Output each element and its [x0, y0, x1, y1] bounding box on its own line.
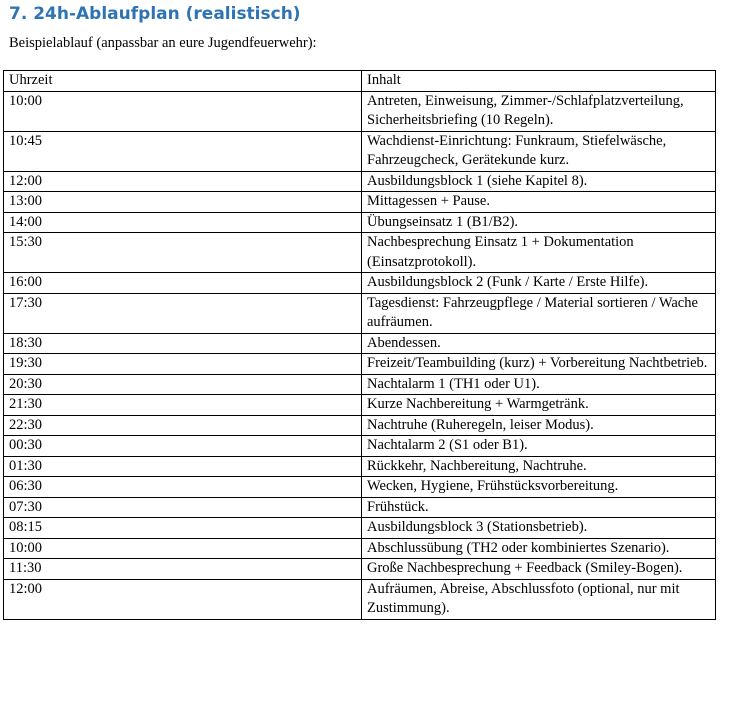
content-cell: Wecken, Hygiene, Frühstücksvorbereitung.	[361, 476, 716, 498]
time-cell: 06:30	[3, 476, 362, 498]
column-header: Inhalt	[361, 70, 716, 92]
content-cell: Antreten, Einweisung, Zimmer-/Schlafplat…	[361, 90, 716, 132]
table-row: 08:15 Ausbildungsblock 3 (Stationsbetrieb…	[3, 517, 716, 539]
content-cell: Nachtruhe (Ruheregeln, leiser Modus).	[361, 414, 716, 436]
table-row: 13:00 Mittagessen + Pause.	[3, 191, 716, 213]
table-row: 07:30 Frühstück.	[3, 496, 716, 518]
content-cell: Abschlussübung (TH2 oder kombiniertes Sz…	[361, 537, 716, 559]
content-cell: Tagesdienst: Fahrzeugpflege / Material s…	[361, 292, 716, 334]
content-cell: Nachbesprechung Einsatz 1 + Dokumentatio…	[361, 232, 716, 273]
table-row: 11:30 Große Nachbesprechung + Feedback (S…	[3, 558, 716, 580]
table-row: 06:30 Wecken, Hygiene, Frühstücksvorberei…	[3, 476, 716, 498]
content-cell: Ausbildungsblock 2 (Funk / Karte / Erste…	[361, 272, 716, 294]
content-cell: Mittagessen + Pause.	[361, 191, 716, 213]
content-cell: Nachtalarm 1 (TH1 oder U1).	[361, 373, 716, 395]
time-cell: 07:30	[3, 496, 362, 518]
table-row: 10:00 Abschlussübung (TH2 oder kombiniert…	[3, 537, 716, 559]
content-cell: Frühstück.	[361, 496, 716, 518]
schedule-table: Uhrzeit Inhalt 10:00 Antreten, Einweisung…	[3, 70, 716, 620]
table-row: 21:30 Kurze Nachbereitung + Warmgetränk.	[3, 394, 716, 416]
time-cell: 16:00	[3, 272, 362, 294]
time-cell: 14:00	[3, 211, 362, 233]
table-row: 12:00 Ausbildungsblock 1 (siehe Kapitel 8…	[3, 170, 716, 192]
content-cell: Große Nachbesprechung + Feedback (Smiley…	[361, 558, 716, 580]
column-header: Uhrzeit	[3, 70, 362, 92]
table-body: 10:00 Antreten, Einweisung, Zimmer-/Schla…	[3, 90, 716, 620]
table-row: 17:30 Tagesdienst: Fahrzeugpflege / Mater…	[3, 292, 716, 334]
table-row: 16:00 Ausbildungsblock 2 (Funk / Karte / …	[3, 272, 716, 294]
time-cell: 18:30	[3, 332, 362, 354]
intro-text: Beispielablauf (anpassbar an eure Jugend…	[9, 35, 317, 51]
time-cell: 12:00	[3, 170, 362, 192]
content-cell: Nachtalarm 2 (S1 oder B1).	[361, 435, 716, 457]
time-cell: 13:00	[3, 191, 362, 213]
time-cell: 21:30	[3, 394, 362, 416]
time-cell: 11:30	[3, 558, 362, 580]
content-cell: Wachdienst-Einrichtung: Funkraum, Stiefe…	[361, 130, 716, 172]
table-row: 00:30 Nachtalarm 2 (S1 oder B1).	[3, 435, 716, 457]
table-row: 15:30 Nachbesprechung Einsatz 1 + Dokumen…	[3, 232, 716, 273]
time-cell: 19:30	[3, 353, 362, 375]
table-row: 22:30 Nachtruhe (Ruheregeln, leiser Modus…	[3, 414, 716, 436]
time-cell: 22:30	[3, 414, 362, 436]
time-cell: 17:30	[3, 292, 362, 334]
content-cell: Ausbildungsblock 3 (Stationsbetrieb).	[361, 517, 716, 539]
table-row: 10:45 Wachdienst-Einrichtung: Funkraum, S…	[3, 130, 716, 172]
table-row: 10:00 Antreten, Einweisung, Zimmer-/Schla…	[3, 90, 716, 132]
time-cell: 00:30	[3, 435, 362, 457]
content-cell: Rückkehr, Nachbereitung, Nachtruhe.	[361, 455, 716, 477]
table-row: 20:30 Nachtalarm 1 (TH1 oder U1).	[3, 373, 716, 395]
section-title: 7. 24h-Ablaufplan (realistisch)	[9, 4, 301, 24]
content-cell: Aufräumen, Abreise, Abschlussfoto (optio…	[361, 578, 716, 620]
time-cell: 20:30	[3, 373, 362, 395]
content-cell: Kurze Nachbereitung + Warmgetränk.	[361, 394, 716, 416]
time-cell: 10:00	[3, 537, 362, 559]
time-cell: 15:30	[3, 232, 362, 273]
header-row: Uhrzeit Inhalt	[3, 70, 716, 92]
time-cell: 10:45	[3, 130, 362, 172]
time-cell: 10:00	[3, 90, 362, 132]
table-row: 12:00 Aufräumen, Abreise, Abschlussfoto (…	[3, 578, 716, 620]
table-row: 19:30 Freizeit/Teambuilding (kurz) + Vorb…	[3, 353, 716, 375]
table-row: 18:30 Abendessen.	[3, 332, 716, 354]
table-row: 01:30 Rückkehr, Nachbereitung, Nachtruhe.	[3, 455, 716, 477]
content-cell: Abendessen.	[361, 332, 716, 354]
time-cell: 01:30	[3, 455, 362, 477]
content-cell: Freizeit/Teambuilding (kurz) + Vorbereit…	[361, 353, 716, 375]
time-cell: 08:15	[3, 517, 362, 539]
time-cell: 12:00	[3, 578, 362, 620]
content-cell: Übungseinsatz 1 (B1/B2).	[361, 211, 716, 233]
table-row: 14:00 Übungseinsatz 1 (B1/B2).	[3, 211, 716, 233]
content-cell: Ausbildungsblock 1 (siehe Kapitel 8).	[361, 170, 716, 192]
